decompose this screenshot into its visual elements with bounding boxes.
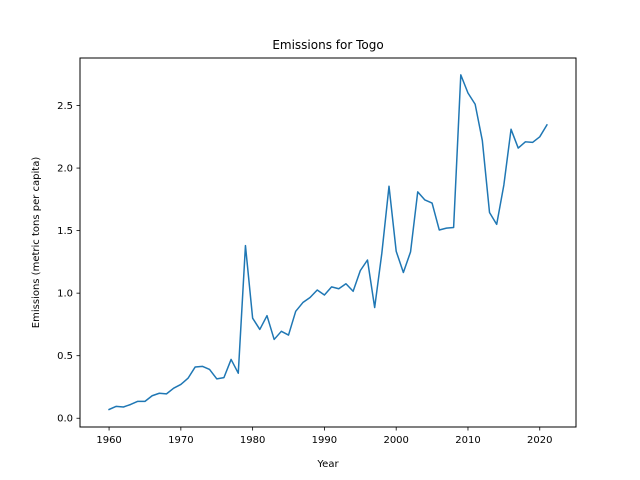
- x-tick-label: 1970: [168, 435, 193, 446]
- y-tick-label: 0.0: [57, 414, 73, 425]
- x-tick-label: 1980: [240, 435, 265, 446]
- y-tick-label: 1.0: [57, 289, 73, 300]
- x-tick-label: 2020: [527, 435, 552, 446]
- x-tick-label: 1960: [96, 435, 121, 446]
- x-tick-label: 1990: [312, 435, 337, 446]
- y-tick-label: 2.0: [57, 164, 73, 175]
- series-layer: [108, 74, 548, 411]
- x-tick-label: 2010: [455, 435, 480, 446]
- chart-title: Emissions for Togo: [272, 38, 383, 52]
- y-tick-label: 0.5: [57, 351, 73, 362]
- y-tick-label: 2.5: [57, 101, 73, 112]
- x-tick-label: 2000: [383, 435, 408, 446]
- plot-area: [80, 58, 576, 427]
- x-axis-label: Year: [316, 459, 339, 470]
- y-axis-label: Emissions (metric tons per capita): [31, 157, 42, 329]
- x-axis-ticks: 1960 1970 1980 1990 2000 2010 2020: [96, 427, 552, 446]
- y-tick-label: 1.5: [57, 226, 73, 237]
- y-axis-ticks: 0.0 0.5 1.0 1.5 2.0 2.5: [57, 101, 80, 425]
- series-line: [108, 74, 548, 411]
- axes-frame: [79, 57, 577, 428]
